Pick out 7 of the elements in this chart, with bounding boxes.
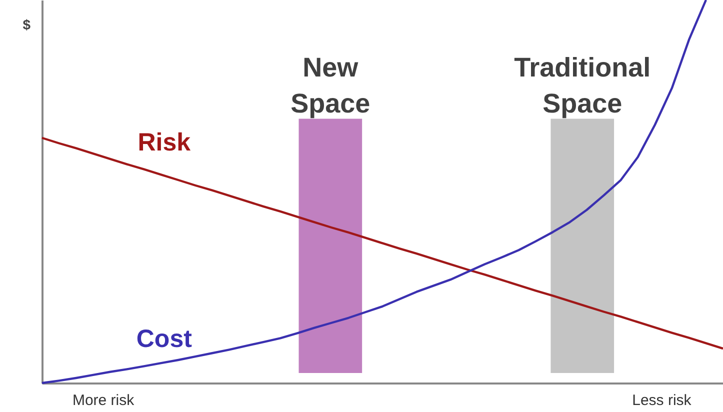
annotation: Traditional Space — [514, 52, 651, 119]
annotation: New Space — [290, 52, 370, 119]
y-axis-title: $ — [22, 16, 31, 32]
series-label: Cost — [136, 325, 193, 354]
text: More risk — [72, 392, 135, 409]
text: Less risk — [632, 392, 692, 409]
series-label: Risk — [138, 128, 191, 156]
